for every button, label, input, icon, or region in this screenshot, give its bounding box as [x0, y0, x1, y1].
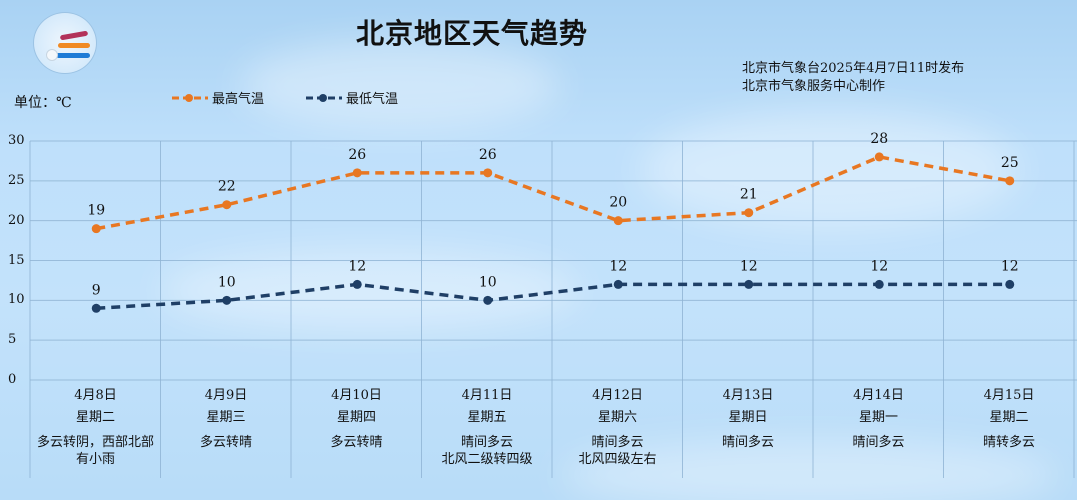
day-weather-desc-2: 有小雨 [75, 452, 115, 467]
forecast-day-column: 4月13日星期日晴间多云 [683, 386, 814, 451]
forecast-day-column: 4月10日星期四多云转晴 [291, 386, 422, 451]
day-weather-desc: 晴间多云 [460, 435, 513, 450]
data-label: 12 [870, 258, 888, 274]
data-point [91, 224, 101, 234]
day-weather-desc-2: 北风四级左右 [578, 452, 657, 467]
day-weekday: 星期二 [75, 410, 115, 425]
day-weather-desc: 多云转晴 [199, 435, 252, 450]
day-weather-desc: 晴间多云 [852, 435, 905, 450]
data-point [1005, 176, 1015, 186]
data-point [222, 295, 232, 305]
day-weekday: 星期三 [206, 410, 246, 425]
day-weekday: 星期六 [597, 410, 637, 425]
legend-low-label: 最低气温 [346, 92, 399, 107]
data-point [91, 303, 101, 313]
data-label: 9 [92, 282, 101, 298]
day-weather-desc-2: 北风二级转四级 [441, 452, 533, 467]
issuer-info: 北京市气象台2025年4月7日11时发布 北京市气象服务中心制作 [742, 60, 964, 96]
page-title: 北京地区天气趋势 [356, 17, 589, 50]
data-point [483, 295, 493, 305]
forecast-day-column: 4月12日星期六晴间多云北风四级左右 [552, 386, 683, 468]
data-label: 19 [87, 203, 105, 219]
day-weekday: 星期五 [467, 410, 507, 425]
forecast-day-column: 4月14日星期一晴间多云 [813, 386, 944, 451]
day-date: 4月15日 [983, 388, 1035, 403]
unit-label: 单位：℃ [14, 95, 72, 111]
forecast-day-column: 4月9日星期三多云转晴 [161, 386, 292, 451]
data-label: 10 [479, 274, 497, 290]
background-cloud [160, 250, 580, 330]
data-label: 12 [348, 258, 366, 274]
data-label: 20 [609, 195, 627, 211]
forecast-day-column: 4月11日星期五晴间多云北风二级转四级 [422, 386, 553, 468]
data-label: 21 [740, 187, 758, 203]
day-date: 4月14日 [853, 388, 904, 403]
data-point [222, 200, 232, 210]
day-date: 4月13日 [722, 388, 774, 403]
day-weather-desc: 多云转晴 [330, 435, 383, 450]
data-label: 25 [1001, 155, 1019, 171]
meteorological-service-logo-icon [33, 12, 97, 74]
orange-dashed-marker-icon [172, 93, 208, 102]
data-label: 12 [1001, 258, 1019, 274]
data-label: 28 [870, 131, 888, 147]
day-date: 4月8日 [74, 388, 117, 403]
data-label: 10 [218, 274, 236, 290]
data-point [483, 168, 493, 178]
day-date: 4月11日 [461, 388, 513, 403]
data-point [744, 279, 754, 289]
day-date: 4月9日 [204, 388, 248, 403]
data-label: 12 [740, 258, 758, 274]
day-weather-desc: 晴间多云 [591, 435, 644, 450]
data-point [613, 216, 623, 226]
data-point [874, 279, 884, 289]
data-point [352, 279, 362, 289]
legend-item-high: 最高气温 [172, 88, 264, 107]
data-label: 26 [348, 147, 366, 163]
y-tick-label: 5 [8, 332, 17, 348]
low-temp-line [96, 282, 1010, 311]
data-point [874, 152, 884, 162]
day-weekday: 星期一 [858, 410, 898, 425]
day-weather-desc: 晴间多云 [721, 435, 774, 450]
data-label: 26 [479, 147, 497, 163]
data-point [352, 168, 362, 178]
high-temp-line [95, 155, 1011, 231]
issuer-line-1: 北京市气象台2025年4月7日11时发布 [742, 61, 965, 76]
data-point [744, 208, 754, 218]
y-tick-label: 25 [8, 172, 25, 188]
navy-dashed-marker-icon [306, 93, 342, 102]
forecast-day-column: 4月15日星期二晴转多云 [944, 386, 1075, 451]
day-weekday: 星期二 [989, 410, 1029, 425]
legend-high-label: 最高气温 [212, 92, 265, 107]
day-weekday: 星期四 [336, 410, 376, 425]
day-weather-desc: 晴转多云 [982, 435, 1035, 450]
background-cloud [240, 40, 560, 130]
issuer-line-2: 北京市气象服务中心制作 [742, 79, 886, 94]
legend-item-low: 最低气温 [306, 88, 398, 107]
data-point [1005, 279, 1015, 289]
data-label: 22 [218, 179, 236, 195]
data-point [613, 279, 623, 289]
y-tick-label: 0 [8, 372, 17, 387]
day-weather-desc: 多云转阴，西部北部 [36, 435, 154, 450]
background-cloud [560, 440, 1060, 500]
y-tick-label: 30 [8, 133, 25, 148]
y-tick-label: 10 [8, 292, 25, 308]
day-weekday: 星期日 [728, 410, 768, 425]
y-tick-label: 20 [8, 212, 25, 228]
day-date: 4月10日 [331, 388, 382, 403]
forecast-day-column: 4月8日星期二多云转阴，西部北部 有小雨 [30, 386, 161, 468]
y-tick-label: 15 [8, 252, 25, 268]
data-label: 12 [609, 258, 627, 274]
day-date: 4月12日 [592, 388, 643, 403]
